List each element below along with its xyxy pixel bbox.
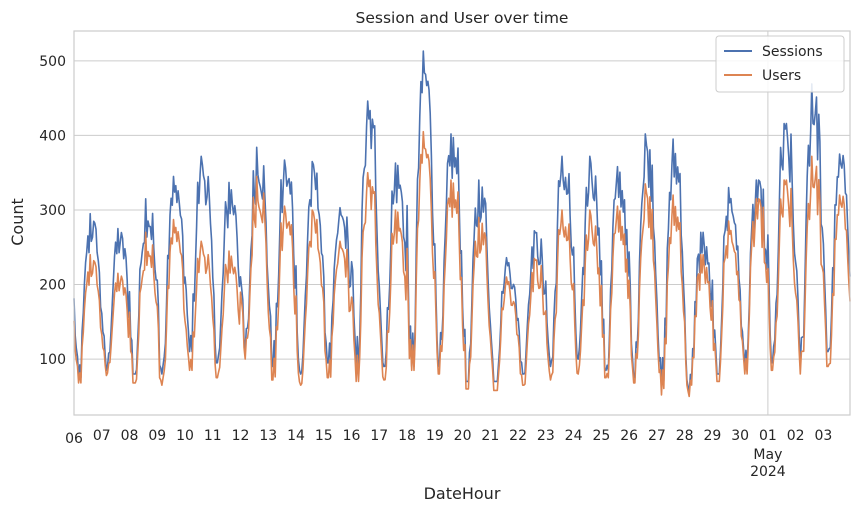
y-axis-ticks: 100 200 300 400 500 [39, 54, 66, 368]
y-tick-label: 100 [39, 352, 66, 368]
x-tick-label: 02 [787, 428, 805, 444]
x-tick-label: 29 [703, 428, 721, 444]
x-tick-label: 17 [370, 428, 388, 444]
y-tick-label: 300 [39, 203, 66, 219]
x-tick-label: 06 [65, 431, 83, 447]
y-tick-label: 400 [39, 128, 66, 144]
x-tick-label: 25 [592, 428, 610, 444]
x-tick-label: 28 [676, 428, 694, 444]
x-tick-label: 07 [93, 428, 111, 444]
x-axis-ticks: 06 07 08 09 10 11 12 13 14 15 16 17 18 19 20 21 22 23 24 25… [65, 428, 832, 480]
x-tick-label: 20 [454, 428, 472, 444]
series-lines [73, 50, 851, 398]
x-tick-label: 23 [537, 428, 555, 444]
x-year-label: 2024 [750, 464, 786, 480]
x-month-label: May [753, 447, 782, 463]
y-tick-label: 500 [39, 54, 66, 70]
x-tick-label: 12 [232, 428, 250, 444]
x-tick-label: 03 [814, 428, 832, 444]
x-tick-label: 21 [481, 428, 499, 444]
x-tick-label: 15 [315, 428, 333, 444]
y-tick-label: 200 [39, 278, 66, 294]
x-tick-label: 26 [620, 428, 638, 444]
x-tick-label: 09 [148, 428, 166, 444]
legend-label-sessions: Sessions [762, 44, 823, 60]
x-tick-label: 27 [648, 428, 666, 444]
x-tick-label: 01 [759, 428, 777, 444]
x-tick-label: 11 [204, 428, 222, 444]
series-line-users [73, 130, 851, 398]
plot-area-border [73, 30, 851, 416]
legend-label-users: Users [762, 68, 801, 84]
x-tick-label: 30 [731, 428, 749, 444]
x-tick-label: 13 [259, 428, 277, 444]
legend: Sessions Users [715, 35, 845, 93]
y-axis-title: Count [8, 198, 27, 246]
x-tick-label: 10 [176, 428, 194, 444]
x-tick-label: 18 [398, 428, 416, 444]
x-tick-label: 22 [509, 428, 527, 444]
x-tick-label: 19 [426, 428, 444, 444]
x-tick-label: 08 [121, 428, 139, 444]
x-tick-label: 24 [565, 428, 583, 444]
x-tick-label: 14 [287, 428, 305, 444]
chart-title: Session and User over time [356, 9, 569, 27]
x-tick-label: 16 [343, 428, 361, 444]
x-axis-title: DateHour [424, 484, 501, 503]
